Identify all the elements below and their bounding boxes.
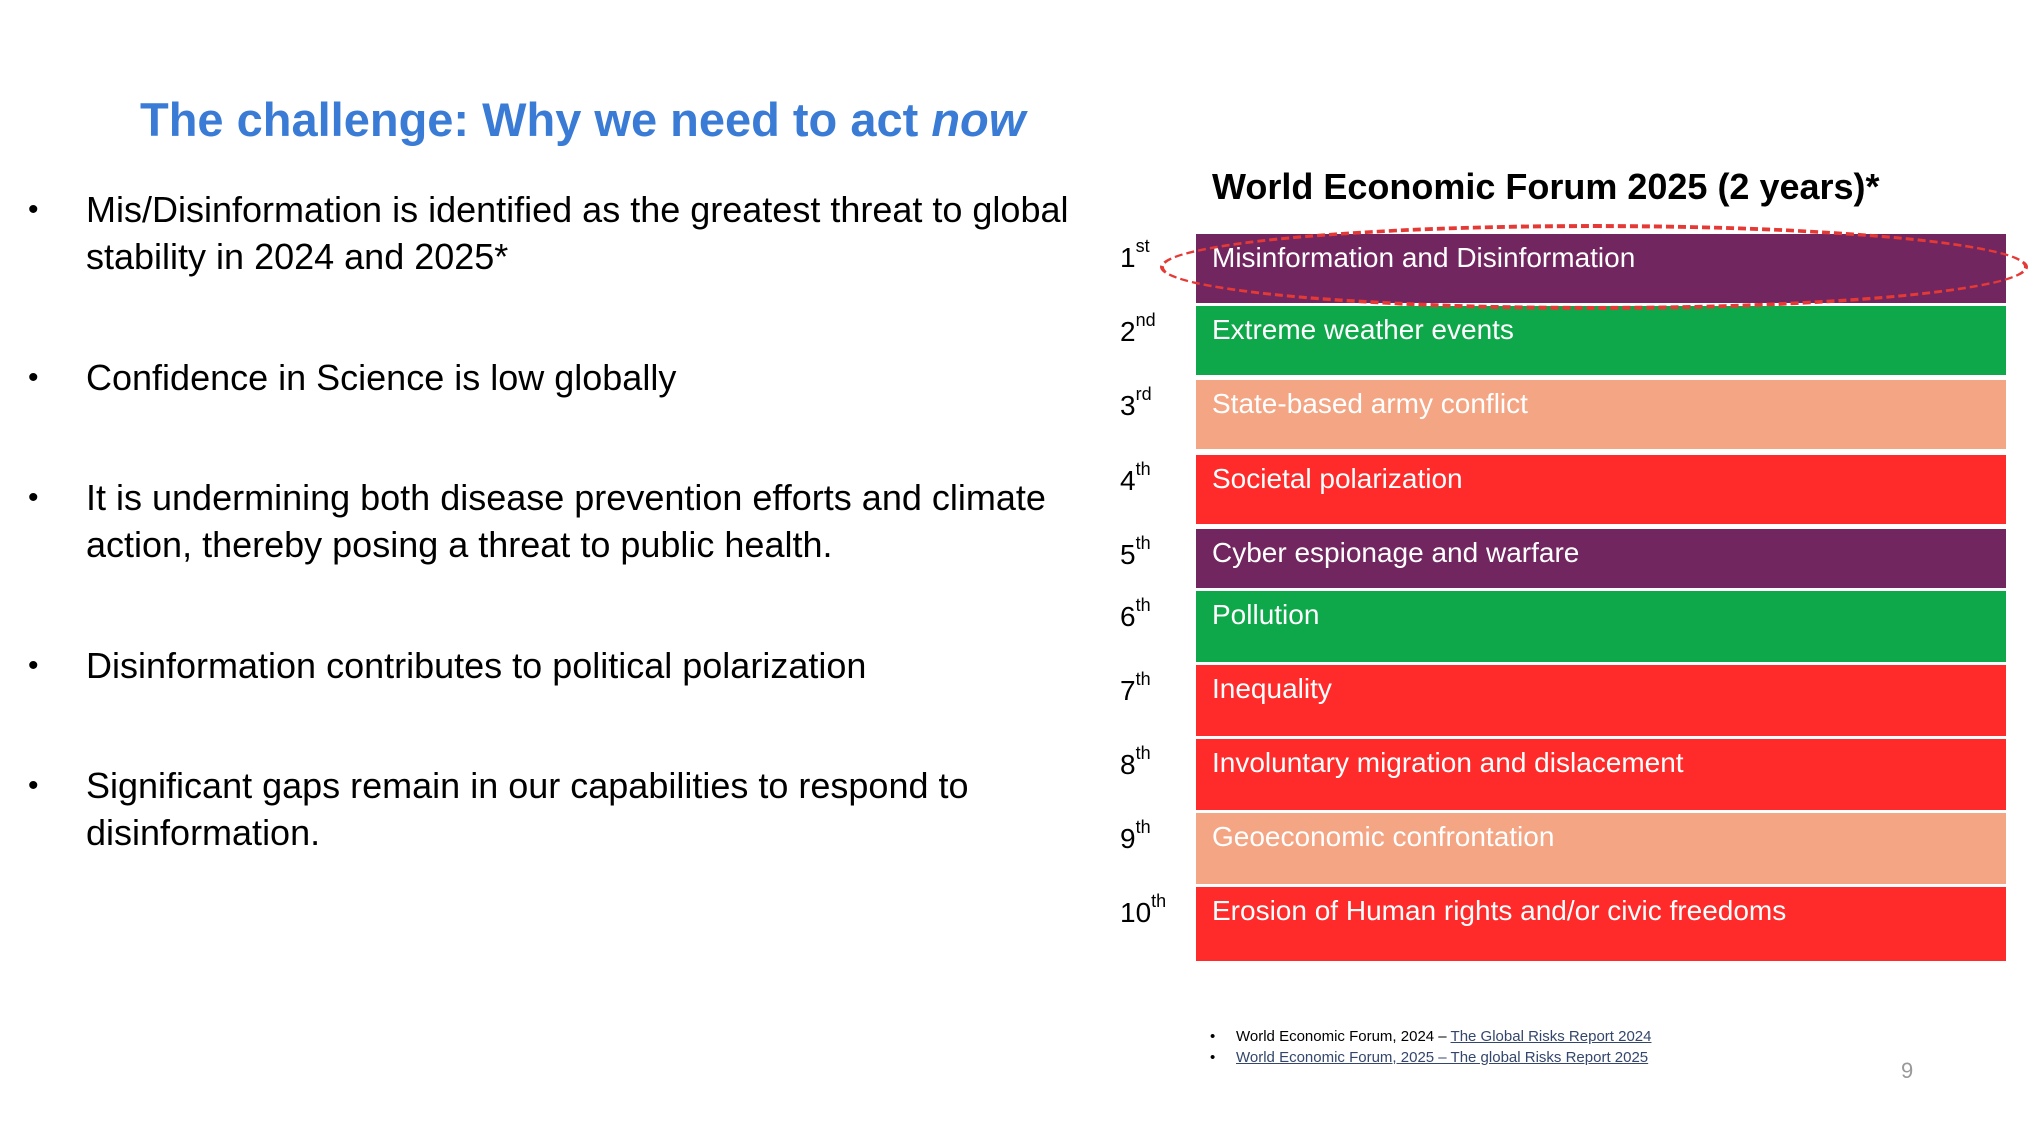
bullet-dot: • bbox=[28, 481, 39, 514]
risk-label: Involuntary migration and dislacement bbox=[1212, 747, 1684, 778]
risk-row: Inequality bbox=[1196, 665, 2006, 739]
risk-row: Cyber espionage and warfare bbox=[1196, 529, 2006, 591]
rank-label: 3rd bbox=[1120, 384, 1152, 421]
bullet-text: Confidence in Science is low globally bbox=[86, 357, 677, 398]
rank-label: 4th bbox=[1120, 459, 1151, 496]
bullet-text: Mis/Disinformation is identified as the … bbox=[86, 189, 1069, 277]
bullet-dot: • bbox=[28, 769, 39, 802]
page-number: 9 bbox=[1901, 1058, 1914, 1083]
risk-label: Pollution bbox=[1212, 599, 1320, 630]
risk-row: Extreme weather events bbox=[1196, 306, 2006, 378]
risk-row: Misinformation and Disinformation bbox=[1196, 234, 2006, 306]
reference-link[interactable]: The Global Risks Report 2024 bbox=[1450, 1028, 1652, 1045]
risk-row: Geoeconomic confrontation bbox=[1196, 813, 2006, 887]
reference-dot: • bbox=[1210, 1028, 1216, 1045]
bullet-dot: • bbox=[28, 361, 39, 394]
risk-label: Erosion of Human rights and/or civic fre… bbox=[1212, 895, 1787, 926]
reference-item: • World Economic Forum, 2025 – The globa… bbox=[1210, 1047, 1651, 1068]
rank-label: 2nd bbox=[1120, 310, 1156, 347]
risk-row: Pollution bbox=[1196, 591, 2006, 665]
reference-item: • World Economic Forum, 2024 – The Globa… bbox=[1210, 1026, 1651, 1047]
risk-row: Societal polarization bbox=[1196, 455, 2006, 527]
bullet-dot: • bbox=[28, 649, 39, 682]
reference-prefix: World Economic Forum, 2024 – bbox=[1236, 1028, 1451, 1045]
rank-label: 6th bbox=[1120, 595, 1151, 632]
rank-label: 7th bbox=[1120, 669, 1151, 706]
rank-label: 10th bbox=[1120, 891, 1167, 928]
bullet-dot: • bbox=[28, 193, 39, 226]
slide-title: The challenge: Why we need to act now bbox=[140, 92, 1025, 147]
rank-label: 1st bbox=[1120, 236, 1150, 273]
rank-label: 5th bbox=[1120, 533, 1151, 570]
bullet-text: It is undermining both disease preventio… bbox=[86, 477, 1046, 565]
risk-row: Involuntary migration and dislacement bbox=[1196, 739, 2006, 813]
risk-label: Extreme weather events bbox=[1212, 314, 1514, 345]
risk-label: Misinformation and Disinformation bbox=[1212, 242, 1636, 273]
reference-dot: • bbox=[1210, 1049, 1216, 1066]
risk-label: Cyber espionage and warfare bbox=[1212, 537, 1580, 568]
bullet-item: • Disinformation contributes to politica… bbox=[28, 642, 1076, 689]
slide-title-main: The challenge: Why we need to act bbox=[140, 93, 932, 146]
risk-label: Inequality bbox=[1212, 673, 1332, 704]
rank-label: 9th bbox=[1120, 817, 1151, 854]
slide-title-emphasis: now bbox=[931, 93, 1026, 146]
ranking-title: World Economic Forum 2025 (2 years)* bbox=[1212, 166, 1880, 207]
bullet-item: • Significant gaps remain in our capabil… bbox=[28, 762, 1076, 856]
risk-label: Geoeconomic confrontation bbox=[1212, 821, 1555, 852]
risk-row: Erosion of Human rights and/or civic fre… bbox=[1196, 887, 2006, 961]
risk-label: Societal polarization bbox=[1212, 463, 1463, 494]
bullet-text: Disinformation contributes to political … bbox=[86, 645, 867, 686]
bullet-item: • Mis/Disinformation is identified as th… bbox=[28, 186, 1076, 280]
risk-label: State-based army conflict bbox=[1212, 388, 1528, 419]
bullet-text: Significant gaps remain in our capabilit… bbox=[86, 765, 969, 853]
reference-link[interactable]: World Economic Forum, 2025 – The global … bbox=[1236, 1049, 1649, 1066]
rank-label: 8th bbox=[1120, 743, 1151, 780]
bullet-item: • Confidence in Science is low globally bbox=[28, 354, 1076, 401]
bullet-item: • It is undermining both disease prevent… bbox=[28, 474, 1076, 568]
references: • World Economic Forum, 2024 – The Globa… bbox=[1210, 1026, 1651, 1068]
risk-row: State-based army conflict bbox=[1196, 380, 2006, 452]
